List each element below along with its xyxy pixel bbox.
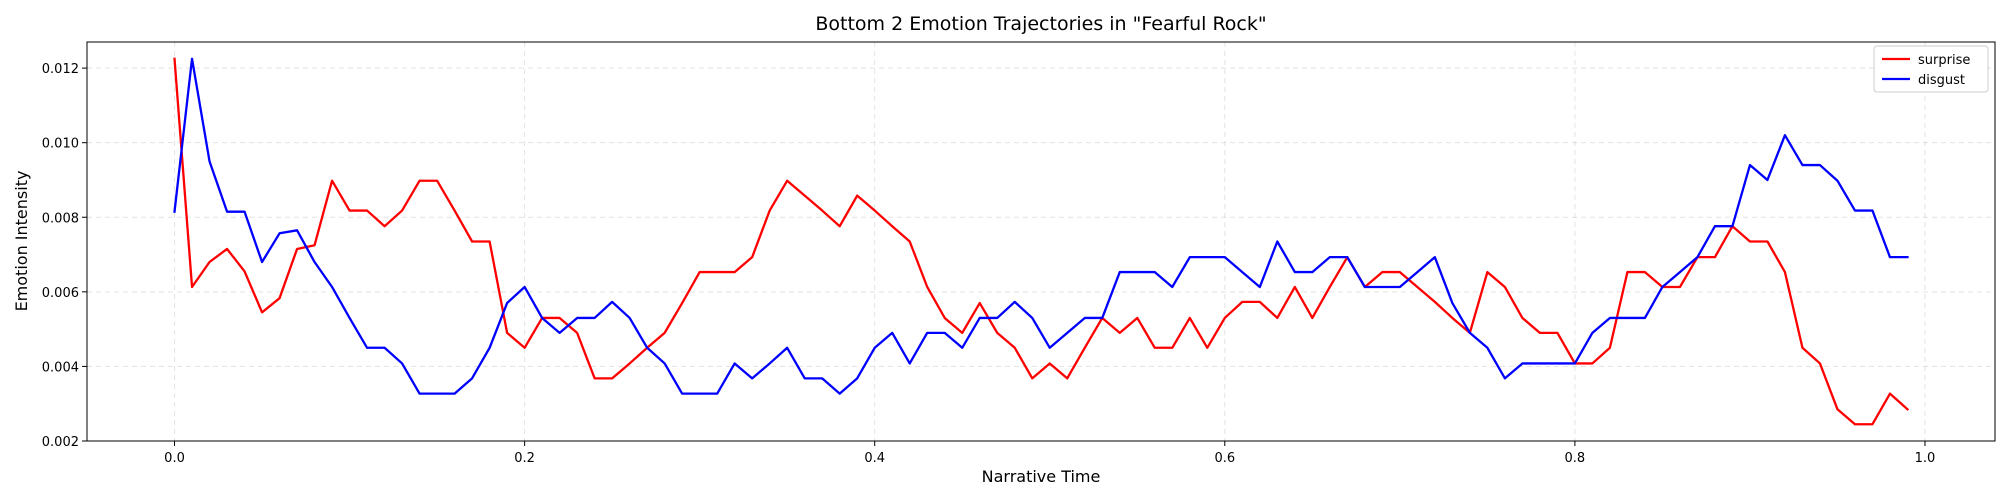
- x-tick-label: 0.8: [1565, 451, 1586, 466]
- y-tick-label: 0.008: [42, 211, 79, 226]
- x-tick-label: 0.2: [514, 451, 535, 466]
- y-tick-label: 0.012: [42, 62, 79, 77]
- x-tick-label: 0.4: [864, 451, 885, 466]
- plot-frame: [86, 41, 1996, 442]
- x-tick-label: 1.0: [1915, 451, 1936, 466]
- series-line-surprise: [173, 57, 1910, 426]
- y-axis-label: Emotion Intensity: [12, 171, 31, 312]
- series-layer: [173, 57, 1910, 426]
- x-axis-ticks: 0.0 0.2 0.4 0.6 0.8 1.0: [164, 441, 1935, 466]
- x-tick-label: 0.0: [164, 451, 185, 466]
- y-tick-label: 0.004: [42, 360, 79, 375]
- y-tick-label: 0.002: [42, 435, 79, 450]
- legend: surprise disgust: [1873, 45, 1989, 93]
- y-tick-label: 0.006: [42, 286, 79, 301]
- chart-title: Bottom 2 Emotion Trajectories in "Fearfu…: [815, 13, 1266, 35]
- x-axis-label: Narrative Time: [982, 467, 1101, 486]
- y-axis-ticks: 0.002 0.004 0.006 0.008 0.010 0.012: [42, 62, 87, 450]
- series-line-disgust: [173, 57, 1909, 395]
- x-tick-label: 0.6: [1214, 451, 1235, 466]
- legend-label-surprise: surprise: [1918, 53, 1970, 68]
- legend-label-disgust: disgust: [1918, 73, 1965, 88]
- legend-box: [1873, 45, 1989, 93]
- y-tick-label: 0.010: [42, 137, 79, 152]
